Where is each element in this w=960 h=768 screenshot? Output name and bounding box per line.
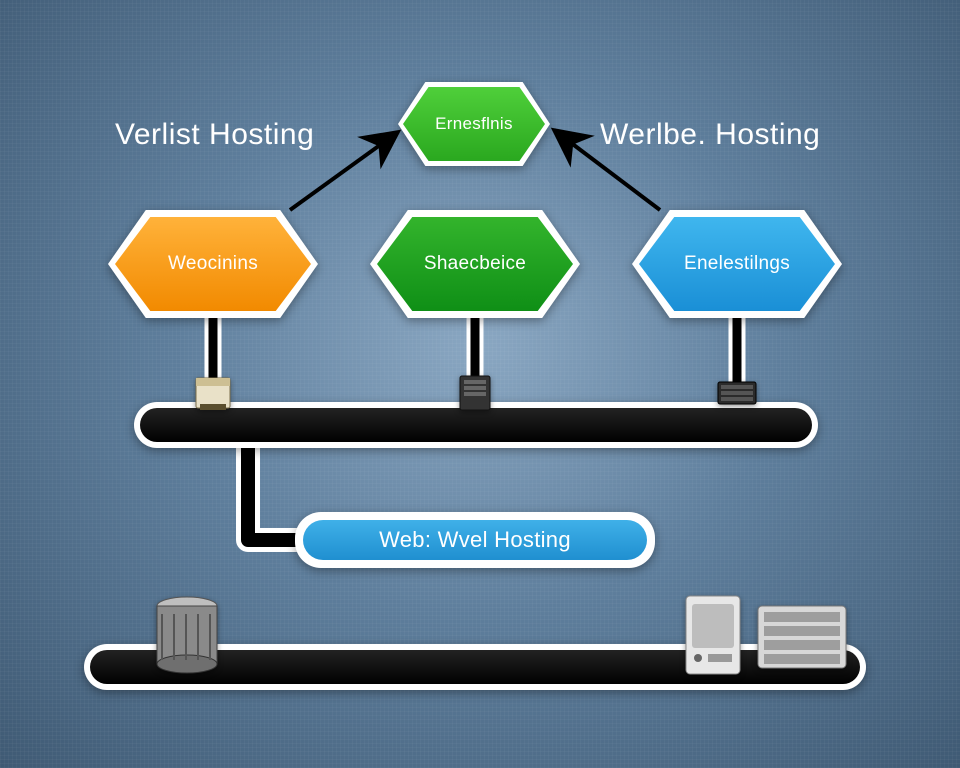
- hex-center: Shaecbeice: [370, 210, 580, 318]
- hex-right-label: Enelestilngs: [632, 210, 842, 318]
- hex-top: Ernesflnis: [398, 82, 550, 166]
- hex-right: Enelestilngs: [632, 210, 842, 318]
- diagram-canvas: Verlist Hosting Werlbe. Hosting Ernesfln…: [0, 0, 960, 768]
- hex-left: Weocinins: [108, 210, 318, 318]
- server-small-left-icon: [192, 372, 234, 414]
- pill-label: Web: Wvel Hosting: [379, 527, 571, 553]
- title-right: Werlbe. Hosting: [600, 118, 820, 152]
- server-big-left-icon: [148, 592, 226, 678]
- server-big-right-icon: [756, 602, 848, 672]
- server-small-center-icon: [454, 372, 496, 414]
- title-left: Verlist Hosting: [115, 118, 314, 152]
- hex-top-label: Ernesflnis: [398, 82, 550, 166]
- hex-center-label: Shaecbeice: [370, 210, 580, 318]
- server-small-right-icon: [716, 372, 758, 414]
- server-big-mid-icon: [680, 592, 746, 678]
- hex-left-label: Weocinins: [108, 210, 318, 318]
- pill-web-hosting: Web: Wvel Hosting: [295, 512, 655, 568]
